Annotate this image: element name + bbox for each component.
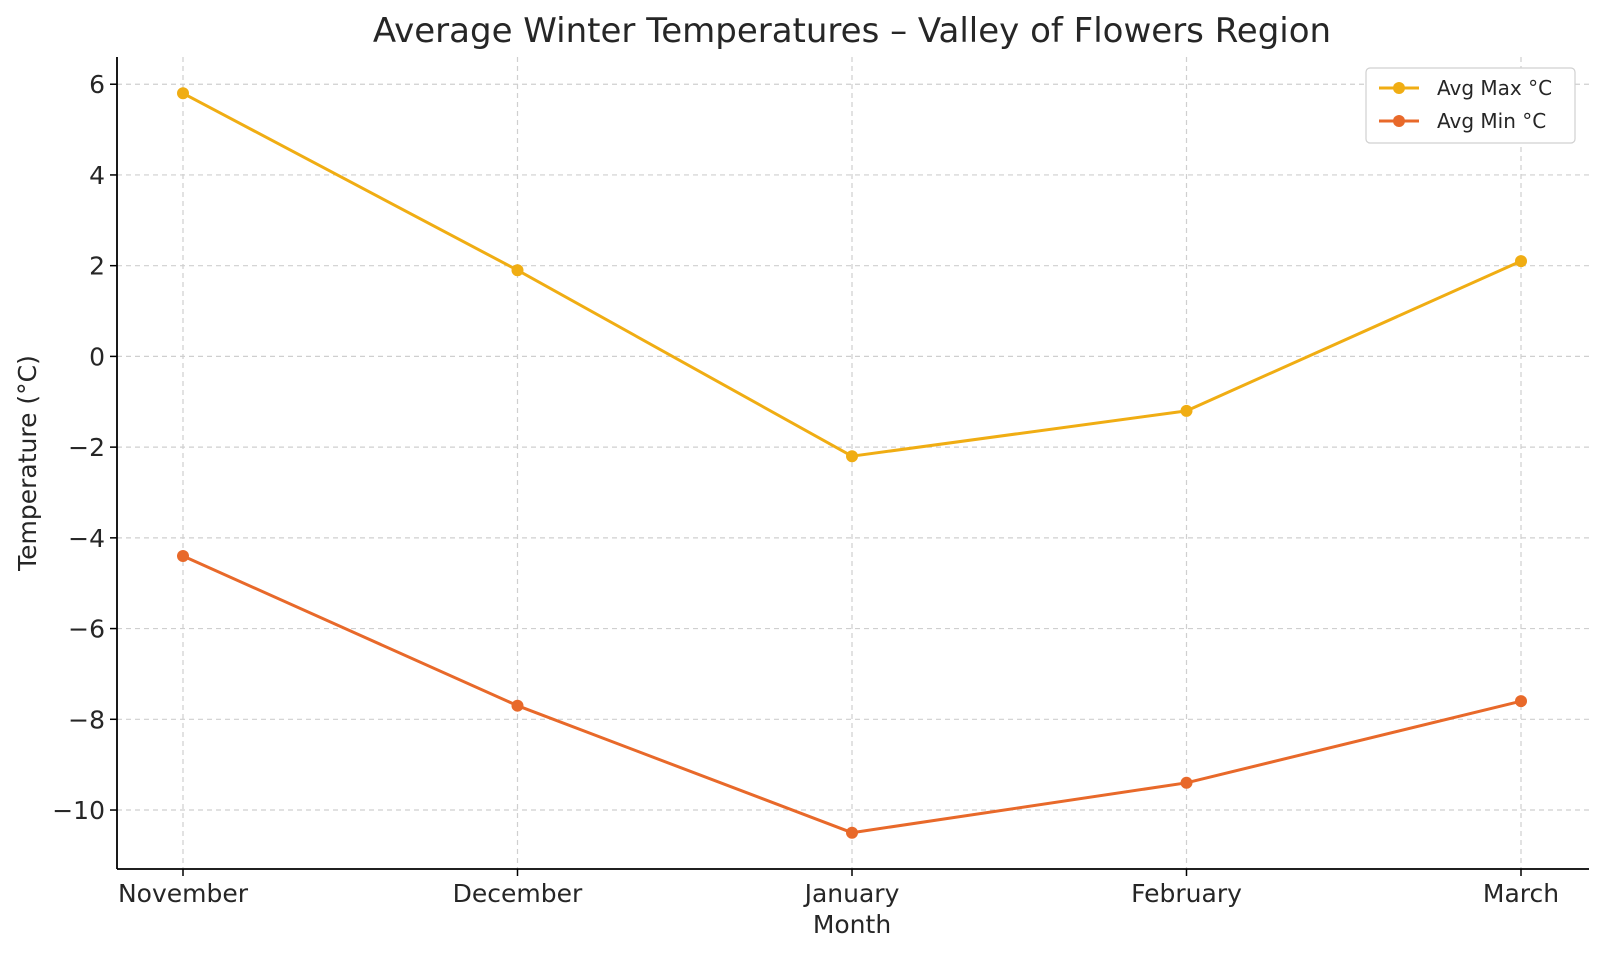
y-tick-label: 6 (89, 70, 105, 99)
grid-layer (117, 57, 1589, 869)
chart-title: Average Winter Temperatures – Valley of … (373, 11, 1331, 51)
x-ticks: November December January February March (118, 869, 1559, 908)
data-point (846, 826, 858, 839)
y-tick-label: 0 (89, 342, 105, 371)
data-point (1180, 404, 1193, 417)
x-tick-label: November (118, 879, 249, 908)
legend-marker (1393, 115, 1405, 127)
x-tick-label: February (1131, 879, 1242, 908)
y-axis-label: Temperature (°C) (13, 355, 42, 572)
legend-marker (1393, 82, 1405, 94)
series-avg-min (177, 549, 1527, 839)
y-tick-label: −8 (68, 705, 105, 734)
x-tick-label: December (453, 879, 583, 908)
axes (116, 57, 1589, 870)
y-tick-label: −10 (52, 796, 105, 825)
y-tick-label: −2 (68, 433, 105, 462)
data-point (1515, 695, 1527, 708)
data-point (1515, 255, 1527, 268)
x-axis-label: Month (813, 910, 891, 939)
legend: Avg Max °C Avg Min °C (1365, 67, 1576, 144)
series-layer (177, 87, 1527, 839)
data-point (511, 699, 524, 712)
y-tick-label: −6 (68, 615, 105, 644)
data-point (177, 549, 189, 562)
series-avg-max (177, 87, 1527, 463)
y-tick-label: 4 (89, 161, 105, 190)
x-tick-label: March (1483, 879, 1559, 908)
x-tick-label: January (803, 879, 900, 908)
y-tick-label: −4 (68, 524, 105, 553)
data-point (511, 264, 524, 277)
y-ticks: 6 4 2 0 −2 −4 −6 −8 −10 (52, 70, 117, 825)
data-point (846, 450, 858, 463)
legend-label: Avg Min °C (1437, 109, 1546, 133)
legend-label: Avg Max °C (1437, 76, 1552, 100)
y-tick-label: 2 (89, 252, 105, 281)
data-point (177, 87, 189, 100)
data-point (1180, 776, 1193, 789)
